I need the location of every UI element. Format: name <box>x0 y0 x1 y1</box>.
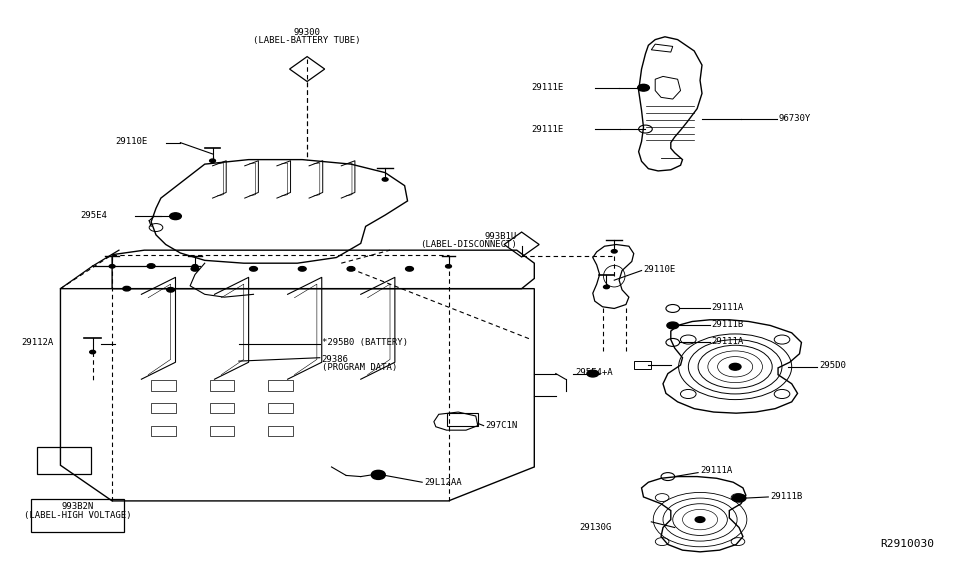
Circle shape <box>371 471 385 479</box>
Text: 29110E: 29110E <box>644 265 676 274</box>
Bar <box>268 380 292 391</box>
Circle shape <box>638 84 649 91</box>
Text: 29111B: 29111B <box>712 320 744 329</box>
Circle shape <box>695 517 705 522</box>
Text: (PROGRAM DATA): (PROGRAM DATA) <box>322 363 397 372</box>
Text: *295B0 (BATTERY): *295B0 (BATTERY) <box>322 338 408 347</box>
Circle shape <box>250 267 257 271</box>
Text: 295D0: 295D0 <box>819 361 846 370</box>
Circle shape <box>729 363 741 370</box>
Text: 29111A: 29111A <box>712 303 744 312</box>
Text: 29111E: 29111E <box>531 125 564 134</box>
Bar <box>447 413 478 426</box>
Bar <box>268 403 292 413</box>
Bar <box>210 380 234 391</box>
Text: 96730Y: 96730Y <box>778 114 810 123</box>
Circle shape <box>123 286 131 291</box>
Circle shape <box>604 285 609 289</box>
Circle shape <box>298 267 306 271</box>
Circle shape <box>90 350 96 354</box>
Text: 29L12AA: 29L12AA <box>424 478 462 487</box>
Text: 29111A: 29111A <box>700 466 732 475</box>
Text: 99300: 99300 <box>293 28 321 37</box>
Text: 993B1U: 993B1U <box>485 232 517 241</box>
Bar <box>634 361 651 369</box>
Bar <box>151 403 176 413</box>
Text: 993B2N: 993B2N <box>61 502 95 511</box>
Text: 29110E: 29110E <box>115 137 147 146</box>
Bar <box>37 447 91 474</box>
Circle shape <box>210 159 215 162</box>
Circle shape <box>109 264 115 268</box>
Text: 29111B: 29111B <box>770 492 802 501</box>
Circle shape <box>587 370 599 377</box>
Circle shape <box>191 267 199 271</box>
Text: 29111E: 29111E <box>531 83 564 92</box>
Circle shape <box>147 264 155 268</box>
Text: 295E4+A: 295E4+A <box>575 368 613 377</box>
Circle shape <box>167 288 175 292</box>
Text: 29386: 29386 <box>322 355 349 364</box>
Circle shape <box>347 267 355 271</box>
Text: (LABEL-HIGH VOLTAGE): (LABEL-HIGH VOLTAGE) <box>24 511 132 520</box>
Bar <box>210 403 234 413</box>
Bar <box>268 426 292 436</box>
Text: 29130G: 29130G <box>579 523 611 532</box>
Circle shape <box>371 470 385 478</box>
Text: R2910030: R2910030 <box>880 539 934 550</box>
Text: (LABEL-BATTERY TUBE): (LABEL-BATTERY TUBE) <box>254 36 361 45</box>
Circle shape <box>170 213 181 220</box>
Circle shape <box>732 494 746 502</box>
Text: 295E4: 295E4 <box>80 211 107 220</box>
Circle shape <box>192 264 198 268</box>
Circle shape <box>406 267 413 271</box>
Bar <box>210 426 234 436</box>
Bar <box>151 426 176 436</box>
Text: 297C1N: 297C1N <box>486 421 518 430</box>
Circle shape <box>611 250 617 253</box>
Circle shape <box>382 178 388 181</box>
Bar <box>31 499 124 532</box>
Text: 29111A: 29111A <box>712 337 744 346</box>
Bar <box>151 380 176 391</box>
Text: 29112A: 29112A <box>21 338 54 348</box>
Circle shape <box>667 322 679 329</box>
Text: (LABEL-DISCONNECT): (LABEL-DISCONNECT) <box>420 240 517 249</box>
Circle shape <box>446 264 451 268</box>
